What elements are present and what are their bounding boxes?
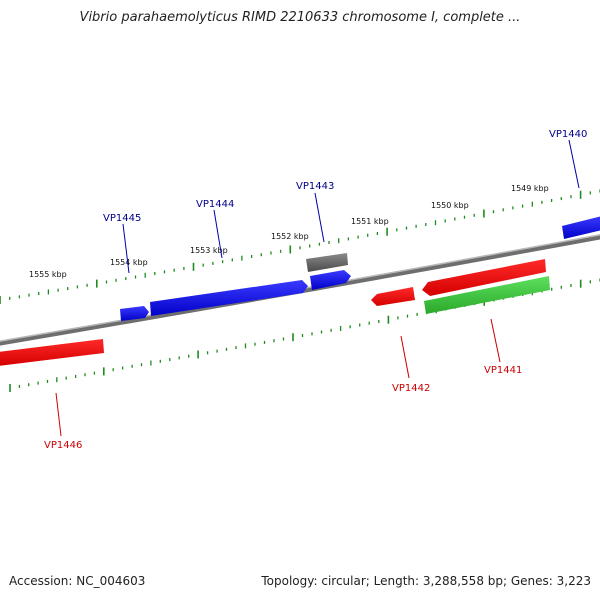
label-VP1442[interactable]: VP1442 bbox=[392, 383, 430, 394]
label-VP1445[interactable]: VP1445 bbox=[103, 213, 141, 224]
scale-label-1552: 1552 kbp bbox=[271, 232, 309, 241]
leader-VP1444 bbox=[213, 209, 223, 259]
scale-label-1554: 1554 kbp bbox=[110, 258, 148, 267]
label-leaders bbox=[55, 139, 580, 437]
leader-VP1440 bbox=[568, 139, 580, 189]
label-VP1440[interactable]: VP1440 bbox=[549, 129, 587, 140]
gene-VP1443[interactable] bbox=[310, 270, 351, 290]
gene-VP1441-rna[interactable] bbox=[424, 276, 550, 314]
scale-labels: 1549 kbp 1550 kbp 1551 kbp 1552 kbp 1553… bbox=[29, 184, 549, 279]
forward-strand-genes bbox=[120, 216, 600, 321]
leader-VP1445 bbox=[122, 223, 130, 274]
scale-label-1549: 1549 kbp bbox=[511, 184, 549, 193]
gene-VP1440[interactable] bbox=[562, 216, 600, 239]
gene-VP1443-pseudo[interactable] bbox=[306, 253, 348, 272]
label-VP1444[interactable]: VP1444 bbox=[196, 199, 234, 210]
label-VP1441[interactable]: VP1441 bbox=[484, 365, 522, 376]
gene-VP1445[interactable] bbox=[120, 306, 149, 321]
scale-label-1550: 1550 kbp bbox=[431, 201, 469, 210]
leader-VP1446 bbox=[55, 392, 62, 437]
gene-VP1446[interactable] bbox=[0, 339, 104, 366]
gene-VP1441[interactable] bbox=[422, 259, 546, 296]
genome-summary-text: Topology: circular; Length: 3,288,558 bp… bbox=[261, 574, 591, 588]
gene-labels: VP1440 VP1443 VP1444 VP1445 VP1441 VP144… bbox=[44, 129, 587, 451]
scale-label-1555: 1555 kbp bbox=[29, 270, 67, 279]
label-VP1446[interactable]: VP1446 bbox=[44, 440, 82, 451]
gene-VP1444[interactable] bbox=[150, 280, 308, 316]
accession-text: Accession: NC_004603 bbox=[9, 574, 146, 588]
map-title: Vibrio parahaemolyticus RIMD 2210633 chr… bbox=[79, 10, 521, 25]
scale-ticks-outer bbox=[0, 189, 600, 304]
scale-label-1553: 1553 kbp bbox=[190, 246, 228, 255]
leader-VP1443 bbox=[314, 192, 325, 243]
leader-VP1441 bbox=[490, 318, 501, 363]
scale-label-1551: 1551 kbp bbox=[351, 217, 389, 226]
label-VP1443[interactable]: VP1443 bbox=[296, 181, 334, 192]
gene-VP1442[interactable] bbox=[371, 287, 415, 306]
leader-VP1442 bbox=[400, 335, 410, 379]
reverse-strand-genes bbox=[0, 259, 550, 366]
